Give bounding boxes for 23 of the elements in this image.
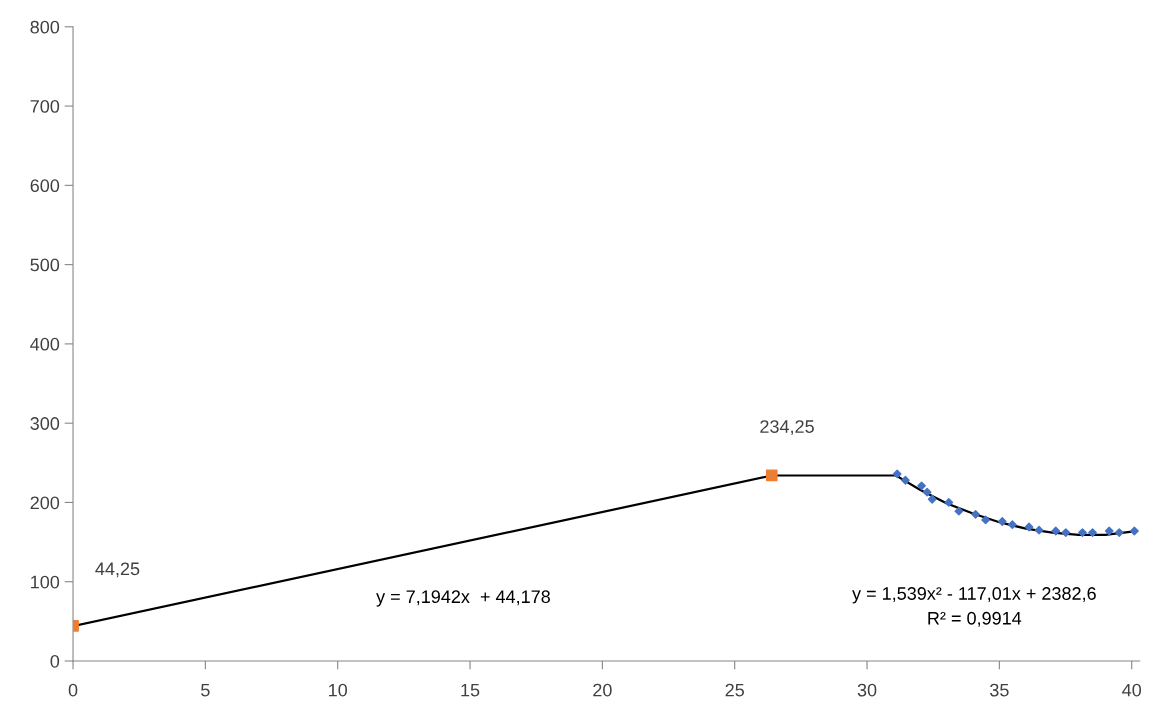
y-tick-label: 700 xyxy=(30,100,60,113)
x-tick-label: 20 xyxy=(593,683,612,697)
y-tick-label: 0 xyxy=(50,654,60,668)
y-tick-label: 300 xyxy=(30,417,60,430)
y-tick-label: 400 xyxy=(30,337,60,351)
y-tick-label: 500 xyxy=(30,258,60,272)
x-tick-label: 0 xyxy=(68,683,78,697)
x-tick-label: 40 xyxy=(1122,683,1142,697)
x-tick-label: 25 xyxy=(725,683,744,697)
x-tick-label: 15 xyxy=(461,683,480,697)
y-tick-label: 800 xyxy=(30,20,60,34)
data-label: 234,25 xyxy=(760,420,814,436)
data-label: 44,25 xyxy=(95,562,140,578)
y-tick-label: 200 xyxy=(30,496,60,510)
y-tick-label: 600 xyxy=(30,179,60,193)
x-tick-label: 10 xyxy=(329,683,348,697)
annotation: R² = 0,9914 xyxy=(928,611,1022,627)
annotation: y = 1,539x² - 117,01x + 2382,6 xyxy=(852,587,1096,604)
annotation: y = 7,1942x + 44,178 xyxy=(376,590,550,607)
x-tick-label: 35 xyxy=(990,683,1009,697)
x-tick-label: 30 xyxy=(857,683,877,697)
x-tick-label: 5 xyxy=(201,683,210,697)
y-tick-label: 100 xyxy=(31,575,60,589)
